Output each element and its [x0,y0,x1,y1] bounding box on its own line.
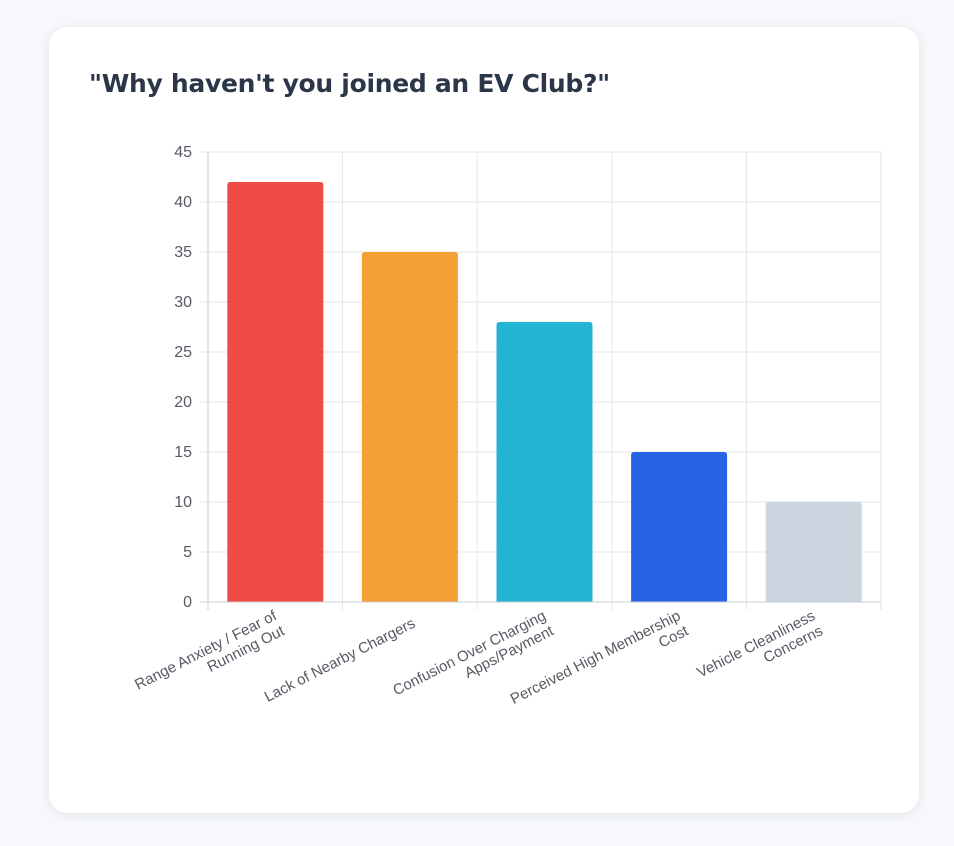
chart-title: "Why haven't you joined an EV Club?" [89,69,610,98]
bar[interactable] [631,452,728,602]
bar[interactable] [496,322,593,602]
bar[interactable] [227,182,324,602]
bars [227,182,862,602]
y-tick-label: 0 [183,594,192,611]
bar[interactable] [361,252,458,602]
axes [207,152,881,603]
chart-card: "Why haven't you joined an EV Club?" 0 5 1… [49,27,919,813]
y-tick-label: 10 [174,494,192,511]
y-tick-label: 5 [183,544,192,561]
y-tick-label: 30 [174,294,192,311]
bar[interactable] [765,502,862,602]
y-tick-label: 15 [174,444,192,461]
y-tick-label: 20 [174,394,192,411]
y-tick-label: 40 [174,194,192,211]
y-tick-label: 45 [174,144,192,161]
y-tick-label: 35 [174,244,192,261]
y-tick-label: 25 [174,344,192,361]
x-tick-label: Vehicle CleanlinessConcerns [694,607,825,696]
